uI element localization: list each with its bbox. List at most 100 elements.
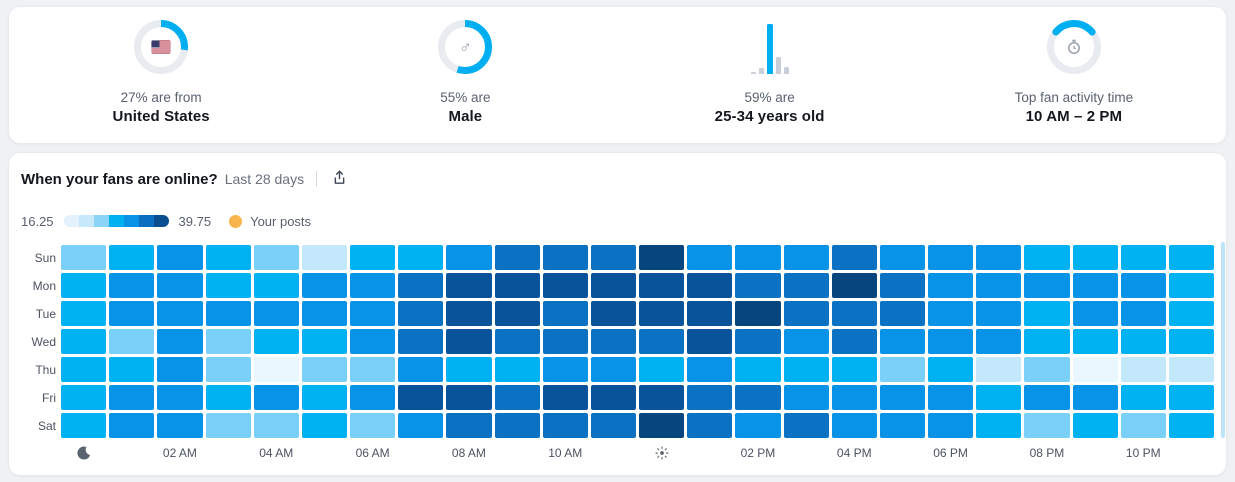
heatmap-cell[interactable]	[109, 245, 155, 270]
heatmap-cell[interactable]	[1120, 413, 1166, 438]
heatmap-cell[interactable]	[109, 273, 155, 298]
heatmap-cell[interactable]	[976, 329, 1022, 354]
heatmap-cell[interactable]	[735, 385, 781, 410]
heatmap-cell[interactable]	[446, 329, 492, 354]
heatmap-cell[interactable]	[446, 301, 492, 326]
heatmap-cell[interactable]	[928, 273, 974, 298]
heatmap-cell[interactable]	[928, 301, 974, 326]
heatmap-cell[interactable]	[879, 413, 925, 438]
heatmap-cell[interactable]	[590, 385, 636, 410]
heatmap-cell[interactable]	[109, 301, 155, 326]
heatmap-cell[interactable]	[253, 357, 299, 382]
heatmap-cell[interactable]	[446, 245, 492, 270]
heatmap-cell[interactable]	[590, 413, 636, 438]
heatmap-cell[interactable]	[253, 301, 299, 326]
heatmap-cell[interactable]	[350, 301, 396, 326]
heatmap-cell[interactable]	[542, 245, 588, 270]
heatmap-cell[interactable]	[928, 329, 974, 354]
heatmap-cell[interactable]	[253, 273, 299, 298]
heatmap-cell[interactable]	[735, 357, 781, 382]
heatmap-cell[interactable]	[1120, 329, 1166, 354]
heatmap-cell[interactable]	[1072, 301, 1118, 326]
heatmap-cell[interactable]	[687, 413, 733, 438]
heatmap-cell[interactable]	[783, 329, 829, 354]
heatmap-cell[interactable]	[205, 357, 251, 382]
heatmap-cell[interactable]	[253, 329, 299, 354]
heatmap-cell[interactable]	[205, 273, 251, 298]
heatmap-cell[interactable]	[494, 301, 540, 326]
heatmap-cell[interactable]	[879, 245, 925, 270]
heatmap-cell[interactable]	[157, 245, 203, 270]
heatmap-cell[interactable]	[205, 301, 251, 326]
heatmap-cell[interactable]	[253, 413, 299, 438]
heatmap-cell[interactable]	[157, 329, 203, 354]
heatmap-cell[interactable]	[301, 245, 347, 270]
heatmap-cell[interactable]	[1072, 357, 1118, 382]
heatmap-cell[interactable]	[1024, 245, 1070, 270]
heatmap-cell[interactable]	[639, 273, 685, 298]
heatmap-cell[interactable]	[687, 357, 733, 382]
heatmap-cell[interactable]	[928, 385, 974, 410]
heatmap-cell[interactable]	[301, 273, 347, 298]
heatmap-cell[interactable]	[398, 357, 444, 382]
heatmap-cell[interactable]	[735, 301, 781, 326]
heatmap-cell[interactable]	[639, 385, 685, 410]
heatmap-cell[interactable]	[783, 385, 829, 410]
heatmap-cell[interactable]	[542, 329, 588, 354]
heatmap-cell[interactable]	[301, 385, 347, 410]
heatmap-cell[interactable]	[494, 357, 540, 382]
heatmap-cell[interactable]	[157, 273, 203, 298]
heatmap-cell[interactable]	[590, 357, 636, 382]
heatmap-cell[interactable]	[1168, 413, 1214, 438]
heatmap-cell[interactable]	[831, 301, 877, 326]
heatmap-cell[interactable]	[1024, 357, 1070, 382]
heatmap-cell[interactable]	[976, 273, 1022, 298]
heatmap-cell[interactable]	[687, 329, 733, 354]
heatmap-cell[interactable]	[928, 245, 974, 270]
heatmap-cell[interactable]	[446, 273, 492, 298]
heatmap-cell[interactable]	[205, 385, 251, 410]
heatmap-cell[interactable]	[976, 301, 1022, 326]
heatmap-cell[interactable]	[879, 301, 925, 326]
heatmap-cell[interactable]	[687, 385, 733, 410]
heatmap-cell[interactable]	[1120, 301, 1166, 326]
heatmap-cell[interactable]	[1024, 301, 1070, 326]
heatmap-cell[interactable]	[542, 301, 588, 326]
heatmap-cell[interactable]	[687, 273, 733, 298]
heatmap-cell[interactable]	[590, 301, 636, 326]
heatmap-cell[interactable]	[783, 357, 829, 382]
heatmap-cell[interactable]	[350, 385, 396, 410]
heatmap-cell[interactable]	[783, 245, 829, 270]
heatmap-cell[interactable]	[398, 413, 444, 438]
heatmap-cell[interactable]	[301, 301, 347, 326]
heatmap-cell[interactable]	[1168, 245, 1214, 270]
heatmap-cell[interactable]	[398, 301, 444, 326]
heatmap-cell[interactable]	[783, 413, 829, 438]
heatmap-cell[interactable]	[1120, 357, 1166, 382]
heatmap-cell[interactable]	[157, 413, 203, 438]
heatmap-cell[interactable]	[61, 385, 107, 410]
heatmap-cell[interactable]	[735, 413, 781, 438]
heatmap-cell[interactable]	[1168, 385, 1214, 410]
heatmap-cell[interactable]	[350, 273, 396, 298]
heatmap-cell[interactable]	[735, 273, 781, 298]
heatmap-cell[interactable]	[1072, 245, 1118, 270]
heatmap-cell[interactable]	[1120, 385, 1166, 410]
heatmap-cell[interactable]	[446, 385, 492, 410]
heatmap-cell[interactable]	[879, 329, 925, 354]
heatmap-cell[interactable]	[783, 301, 829, 326]
heatmap-cell[interactable]	[494, 413, 540, 438]
heatmap-cell[interactable]	[157, 357, 203, 382]
heatmap-cell[interactable]	[157, 301, 203, 326]
heatmap-cell[interactable]	[542, 273, 588, 298]
heatmap-cell[interactable]	[1024, 385, 1070, 410]
heatmap-cell[interactable]	[61, 413, 107, 438]
heatmap-cell[interactable]	[1024, 329, 1070, 354]
heatmap-cell[interactable]	[253, 245, 299, 270]
heatmap-cell[interactable]	[109, 413, 155, 438]
heatmap-cell[interactable]	[1024, 273, 1070, 298]
heatmap-cell[interactable]	[350, 413, 396, 438]
heatmap-cell[interactable]	[542, 413, 588, 438]
heatmap-cell[interactable]	[350, 245, 396, 270]
heatmap-cell[interactable]	[398, 273, 444, 298]
